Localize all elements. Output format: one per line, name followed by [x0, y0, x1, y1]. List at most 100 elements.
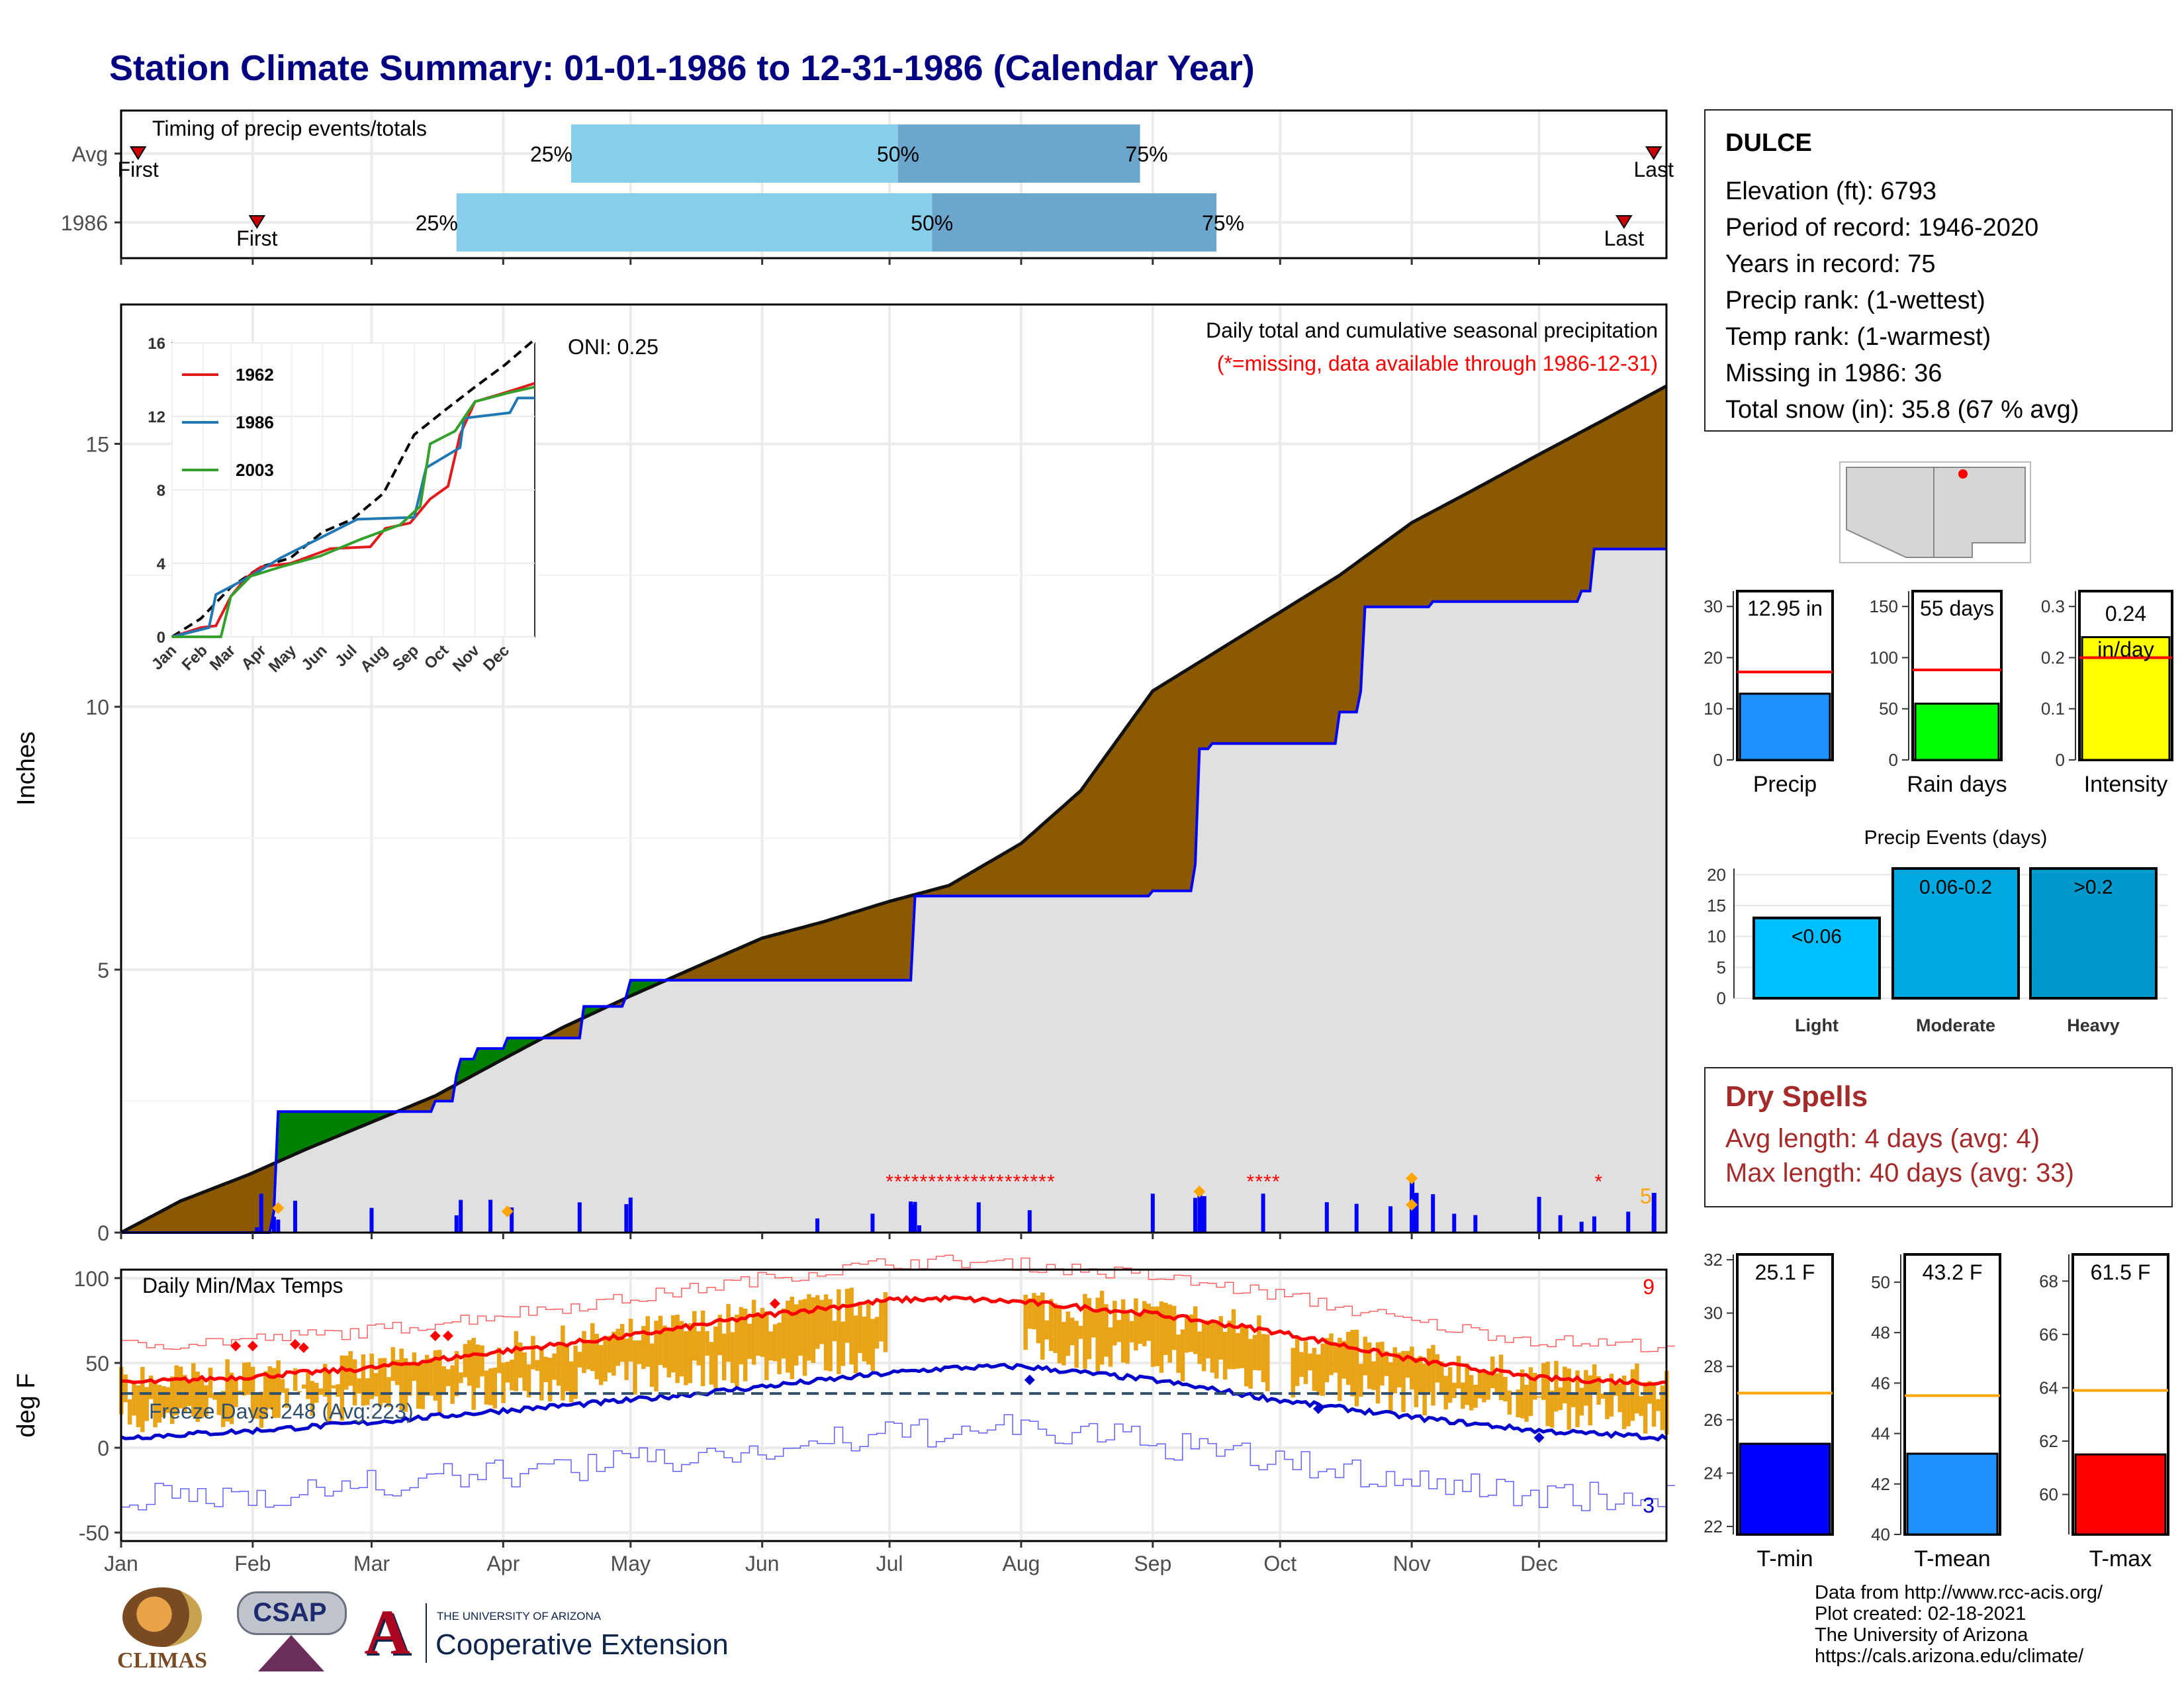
- daily-precip-bar: [815, 1218, 820, 1233]
- daily-precip-bar: [488, 1199, 493, 1233]
- daily-temp-bar: [199, 1376, 205, 1419]
- daily-precip-bar: [1452, 1213, 1457, 1233]
- daily-temp-bar: [662, 1325, 667, 1368]
- missing-marker: *: [962, 1171, 970, 1193]
- daily-temp-bar: [1545, 1361, 1550, 1427]
- tmin-summary-value-label: 25.1 F: [1755, 1260, 1815, 1284]
- daily-temp-bar: [1104, 1304, 1109, 1357]
- missing-marker: *: [996, 1171, 1004, 1193]
- observed-cumulative-line: [121, 547, 1666, 1234]
- events-tick-label: 20: [1707, 865, 1726, 884]
- daily-temp-bar: [641, 1326, 646, 1370]
- daily-temp-bar: [484, 1370, 489, 1405]
- daily-precip-bar: [276, 1219, 281, 1233]
- daily-temp-bar: [518, 1342, 523, 1378]
- tmax-summary-tick-label: 66: [2039, 1325, 2058, 1344]
- dry-spells-avg: Avg length: 4 days (avg: 4): [1725, 1124, 2040, 1153]
- daily-temp-bar: [1125, 1313, 1130, 1364]
- tmax-summary-category-label: T-max: [2089, 1546, 2152, 1571]
- daily-temp-bar: [1252, 1335, 1257, 1370]
- daily-temp-bar: [1069, 1317, 1075, 1346]
- tmax-summary-tick-label: 60: [2039, 1485, 2058, 1505]
- daily-temp-bar: [823, 1294, 829, 1371]
- daily-precip-bar: [1261, 1194, 1265, 1233]
- record-min-line: [121, 1414, 1675, 1511]
- average-cumulative-line: [120, 384, 1668, 1235]
- daily-temp-bar: [191, 1363, 196, 1417]
- daily-temp-bar: [352, 1359, 357, 1406]
- tmin-summary-tick-label: 22: [1704, 1517, 1723, 1536]
- missing-marker: *: [1263, 1171, 1271, 1193]
- daily-temp-bar: [1477, 1372, 1482, 1399]
- daily-temp-bar: [1456, 1356, 1461, 1389]
- daily-temp-bar: [1214, 1323, 1219, 1379]
- daily-temp-bar: [195, 1371, 200, 1422]
- timing-first-label: First: [236, 226, 277, 250]
- daily-precip-bar: [255, 1227, 259, 1233]
- daily-temp-bar: [760, 1307, 765, 1357]
- daily-temp-bar: [437, 1350, 442, 1413]
- daily-temp-bar: [1558, 1387, 1563, 1411]
- daily-temp-bar: [1231, 1309, 1236, 1370]
- tmean-summary-tick-label: 44: [1871, 1424, 1890, 1444]
- daily-temp-bar: [1494, 1373, 1499, 1393]
- daily-temp-bar: [688, 1323, 693, 1383]
- daily-temp-bar: [369, 1353, 374, 1399]
- daily-temp-bar: [798, 1299, 803, 1356]
- dry-spells-box: Dry Spells Avg length: 4 days (avg: 4) M…: [1704, 1067, 2173, 1207]
- daily-precip-bar: [976, 1202, 981, 1233]
- tmax-summary-tick-label: 68: [2039, 1271, 2058, 1291]
- daily-temp-bar: [1354, 1329, 1359, 1407]
- daily-temp-bar: [441, 1366, 447, 1393]
- daily-precip-bar: [1414, 1193, 1419, 1233]
- daily-temp-bar: [1240, 1324, 1245, 1368]
- daily-temp-bar: [255, 1394, 259, 1419]
- missing-marker: *: [979, 1171, 987, 1193]
- oni-label: ONI: 0.25: [568, 335, 659, 359]
- ua-small-text: THE UNIVERSITY OF ARIZONA: [437, 1610, 602, 1622]
- daily-temp-bar: [1461, 1382, 1465, 1409]
- tmin-summary-tick-label: 28: [1704, 1356, 1723, 1376]
- missing-marker: *: [945, 1171, 953, 1193]
- daily-temp-bar: [1291, 1348, 1295, 1398]
- daily-temp-bar: [492, 1368, 498, 1409]
- daily-temp-bar: [399, 1348, 404, 1410]
- daily-temp-bar: [1155, 1306, 1160, 1366]
- station-location-dot: [1958, 469, 1968, 479]
- inset-y-tick-label: 4: [157, 555, 166, 573]
- timing-bar-50-75: [932, 193, 1217, 252]
- daily-temp-bar: [1257, 1315, 1261, 1371]
- daily-temp-bar: [1261, 1334, 1266, 1383]
- daily-temp-bar: [1095, 1297, 1100, 1372]
- daily-temp-bar: [1171, 1305, 1177, 1350]
- daily-temp-bar: [1528, 1367, 1533, 1417]
- daily-temp-bar: [140, 1366, 145, 1432]
- events-bar: [1752, 916, 1881, 1000]
- events-tick-label: 5: [1717, 957, 1726, 977]
- daily-precip-bar: [259, 1194, 263, 1233]
- daily-temp-bar: [496, 1347, 502, 1374]
- missing-marker: *: [1005, 1171, 1013, 1193]
- daily-temp-bar: [832, 1321, 837, 1342]
- tmax-summary-tick-label: 64: [2039, 1378, 2058, 1397]
- daily-temp-bar: [828, 1299, 833, 1372]
- tmin-summary-category-label: T-min: [1757, 1546, 1813, 1571]
- daily-temp-bar: [1299, 1352, 1304, 1378]
- daily-precip-bar: [1027, 1210, 1032, 1233]
- daily-temp-bar: [645, 1316, 650, 1367]
- daily-temp-bar: [1134, 1298, 1138, 1351]
- precip-summary-tick-label: 30: [1704, 596, 1723, 616]
- snow-marker: [1193, 1186, 1206, 1197]
- daily-temp-bar: [837, 1289, 841, 1374]
- daily-temp-bar: [136, 1385, 141, 1427]
- ua-big-text: Cooperative Extension: [435, 1628, 729, 1661]
- daily-temp-bar: [1032, 1293, 1036, 1330]
- daily-temp-bar: [327, 1371, 332, 1422]
- timing-row-label: 1986: [61, 211, 108, 235]
- temps-y-axis-label: deg F: [13, 1373, 40, 1437]
- daily-temp-bar: [539, 1346, 544, 1401]
- daily-temp-bar: [1609, 1374, 1614, 1417]
- inset-legend-label: 1986: [236, 412, 274, 432]
- snow-marker: [1406, 1172, 1418, 1184]
- temps-x-tick-label: Aug: [1002, 1552, 1040, 1575]
